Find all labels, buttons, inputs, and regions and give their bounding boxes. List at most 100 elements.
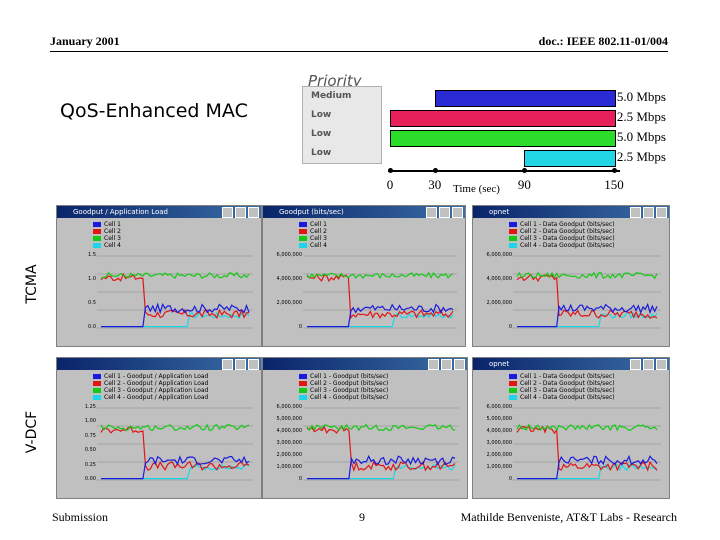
goodput-series-line: [517, 302, 658, 328]
legend-label: Cell 2: [310, 228, 327, 235]
close-button[interactable]: [656, 359, 667, 370]
y-tick-label: 6,000,000: [486, 252, 512, 258]
time-tick-mark: [612, 168, 617, 173]
y-tick-label: 2,000,000: [276, 452, 302, 458]
window-title-bar[interactable]: Goodput / Application Load: [57, 206, 261, 218]
close-button[interactable]: [248, 207, 259, 218]
window-title-bar[interactable]: Goodput (bits/sec): [263, 206, 465, 218]
minimize-button[interactable]: [428, 359, 439, 370]
time-tick-mark: [388, 168, 393, 173]
goodput-series-line: [517, 311, 658, 328]
goodput-plot: [303, 404, 459, 484]
window-legend: Cell 1 - Goodput (bits/sec) Cell 2 - Good…: [299, 373, 388, 401]
window-legend: Cell 1 - Data Goodput (bits/sec) Cell 2 -…: [509, 221, 615, 249]
y-tick-label: 0.75: [84, 432, 96, 439]
minimize-button[interactable]: [426, 207, 437, 218]
y-tick-label: 1.00: [84, 418, 96, 425]
flow-rate-label: 2.5 Mbps: [616, 109, 666, 124]
time-axis-line: [388, 170, 620, 172]
goodput-series-line: [306, 271, 454, 280]
goodput-series-line: [100, 426, 250, 471]
legend-swatch: [509, 381, 517, 386]
row-label-vdcf: V-DCF: [24, 410, 40, 454]
legend-label: Cell 1 - Goodput / Application Load: [104, 373, 209, 380]
y-tick-label: 2,000,000: [486, 300, 512, 306]
y-tick-label: 4,000,000: [276, 428, 302, 434]
legend-label: Cell 2 - Data Goodput (bits/sec): [520, 228, 615, 235]
legend-swatch: [509, 374, 517, 379]
y-tick-label: 0: [298, 476, 302, 482]
minimize-button[interactable]: [630, 359, 641, 370]
goodput-plot: [513, 252, 661, 332]
maximize-button[interactable]: [235, 207, 246, 218]
maximize-button[interactable]: [643, 207, 654, 218]
y-tick-label: 6,000,000: [276, 252, 302, 258]
legend-swatch: [93, 388, 101, 393]
window-title: opnet: [489, 208, 510, 216]
priority-item: Low: [311, 110, 332, 120]
close-button[interactable]: [452, 207, 463, 218]
maximize-button[interactable]: [441, 359, 452, 370]
legend-label: Cell 1 - Data Goodput (bits/sec): [520, 373, 615, 380]
legend-label: Cell 3 - Goodput (bits/sec): [310, 387, 389, 394]
legend-swatch: [299, 243, 307, 248]
tcma-chart-window[interactable]: Goodput / Application Load Cell 1 Cell 2 Ce…: [56, 205, 262, 347]
goodput-series-line: [306, 425, 456, 472]
legend-label: Cell 1: [310, 221, 327, 228]
minimize-button[interactable]: [222, 359, 233, 370]
priority-item: Medium: [311, 91, 352, 101]
goodput-series-line: [516, 273, 658, 319]
legend-label: Cell 3 - Data Goodput (bits/sec): [520, 387, 615, 394]
slide-title: QoS-Enhanced MAC: [60, 100, 248, 122]
goodput-plot: [303, 252, 457, 332]
y-tick-label: 0: [508, 324, 512, 330]
minimize-button[interactable]: [630, 207, 641, 218]
tcma-chart-window[interactable]: Goodput (bits/sec) Cell 1 Cell 2 Cell 3 Cell…: [262, 205, 466, 347]
vdcf-chart-window[interactable]: opnet Cell 1 - Data Goodput (bits/sec) Cel…: [472, 357, 670, 499]
close-button[interactable]: [248, 359, 259, 370]
window-title-bar[interactable]: [263, 358, 467, 370]
window-title-bar[interactable]: opnet: [473, 206, 669, 218]
legend-swatch: [93, 395, 101, 400]
goodput-series-line: [306, 273, 454, 320]
time-tick-label: 150: [604, 177, 624, 192]
goodput-plot: [97, 404, 253, 484]
legend-label: Cell 2 - Goodput (bits/sec): [310, 380, 389, 387]
vdcf-chart-window[interactable]: Cell 1 - Goodput (bits/sec) Cell 2 - Good…: [262, 357, 468, 499]
maximize-button[interactable]: [439, 207, 450, 218]
window-title-bar[interactable]: opnet: [473, 358, 669, 370]
time-tick-label: 90: [517, 177, 531, 192]
minimize-button[interactable]: [222, 207, 233, 218]
maximize-button[interactable]: [643, 359, 654, 370]
y-tick-label: 1,000,000: [276, 464, 302, 470]
y-tick-label: 3,000,000: [486, 440, 512, 446]
priority-item: Low: [311, 129, 332, 139]
goodput-series-line: [516, 271, 658, 280]
close-button[interactable]: [454, 359, 465, 370]
y-tick-label: 6,000,000: [276, 404, 302, 410]
legend-swatch: [299, 388, 307, 393]
tcma-chart-window[interactable]: opnet Cell 1 - Data Goodput (bits/sec) Cel…: [472, 205, 670, 347]
close-button[interactable]: [656, 207, 667, 218]
window-legend: Cell 1 Cell 2 Cell 3 Cell 4: [93, 221, 121, 249]
time-tick-label: 0: [386, 177, 394, 192]
legend-label: Cell 3: [104, 235, 121, 242]
window-legend: Cell 1 - Data Goodput (bits/sec) Cell 2 -…: [509, 373, 615, 401]
legend-swatch: [93, 229, 101, 234]
y-tick-label: 4,000,000: [486, 428, 512, 434]
window-title: opnet: [489, 360, 510, 368]
legend-swatch: [93, 381, 101, 386]
flow-bar: [390, 130, 616, 147]
y-tick-label: 6,000,000: [486, 404, 512, 410]
window-title-bar[interactable]: [57, 358, 261, 370]
legend-label: Cell 1 - Goodput (bits/sec): [310, 373, 389, 380]
vdcf-chart-window[interactable]: Cell 1 - Goodput / Application Load Cell …: [56, 357, 262, 499]
legend-label: Cell 2 - Data Goodput (bits/sec): [520, 380, 615, 387]
maximize-button[interactable]: [235, 359, 246, 370]
y-tick-label: 0.00: [84, 476, 96, 482]
footer-left: Submission: [52, 510, 109, 524]
footer-right: Mathilde Benveniste, AT&T Labs - Researc…: [460, 510, 677, 524]
flow-bar: [390, 110, 616, 127]
goodput-plot-svg: [513, 407, 661, 481]
flow-bar: [434, 90, 616, 107]
